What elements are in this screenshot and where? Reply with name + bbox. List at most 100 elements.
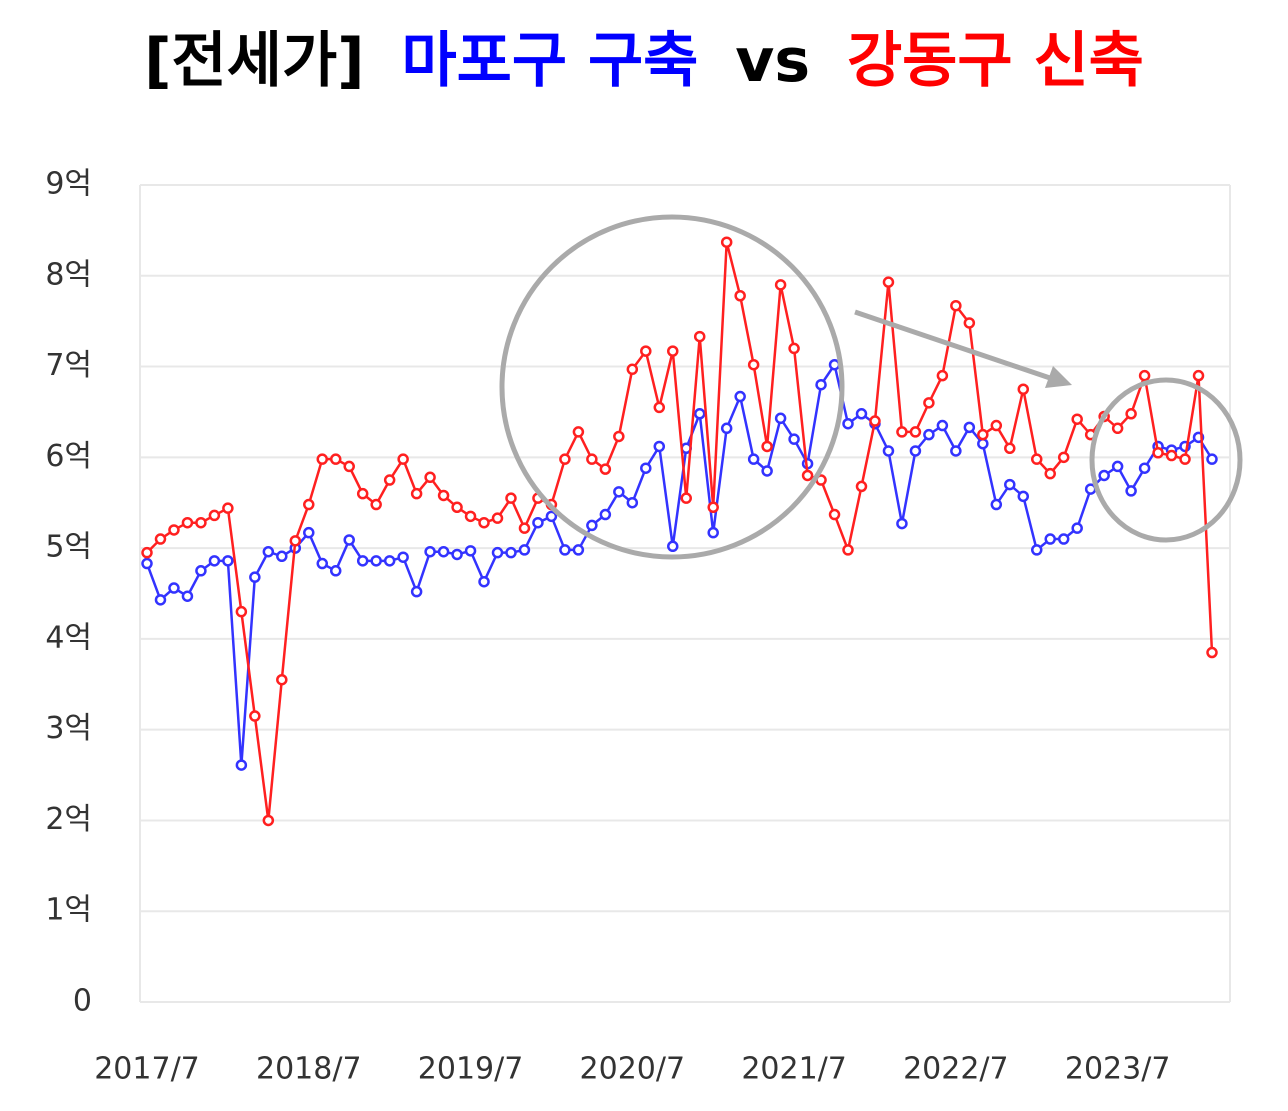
point xyxy=(693,408,706,420)
point xyxy=(667,345,679,357)
point xyxy=(383,555,396,567)
point xyxy=(855,480,868,493)
point xyxy=(181,516,194,529)
point xyxy=(478,575,490,588)
chart-title: [전세가] 마포구 구축 vs 강동구 신축 xyxy=(144,26,1144,96)
y-tick-label: 1억 xyxy=(45,893,92,928)
point xyxy=(141,557,153,570)
point xyxy=(734,390,746,403)
point xyxy=(464,510,477,523)
point xyxy=(181,590,194,602)
y-tick-label: 4억 xyxy=(45,620,92,655)
point xyxy=(262,814,275,827)
y-tick-label: 9억 xyxy=(45,167,92,202)
point xyxy=(1017,490,1030,503)
point xyxy=(680,492,692,504)
point xyxy=(1071,522,1083,534)
point xyxy=(141,546,153,559)
point xyxy=(720,422,733,435)
point xyxy=(1179,453,1191,465)
plot xyxy=(141,236,1218,827)
y-tick-label: 8억 xyxy=(45,257,92,292)
point xyxy=(1206,646,1218,659)
point xyxy=(909,445,922,457)
point xyxy=(370,498,382,511)
y-tick-label: 0 xyxy=(73,984,92,1019)
point xyxy=(936,369,949,382)
point xyxy=(734,289,746,302)
title-series: 마포구 구축 xyxy=(401,26,698,96)
point xyxy=(559,544,571,556)
point xyxy=(774,279,787,291)
point xyxy=(1125,485,1137,497)
point xyxy=(869,415,881,427)
point xyxy=(491,546,504,559)
point xyxy=(195,516,207,529)
point xyxy=(545,510,558,523)
point xyxy=(343,534,355,546)
point xyxy=(788,342,800,355)
point xyxy=(626,363,639,376)
point xyxy=(1044,467,1056,480)
point xyxy=(828,508,841,521)
point xyxy=(168,524,180,536)
point xyxy=(653,401,666,414)
point xyxy=(329,565,342,577)
point xyxy=(262,545,275,558)
point xyxy=(923,428,935,441)
point xyxy=(801,469,814,482)
point xyxy=(1098,469,1110,482)
point xyxy=(1111,422,1124,435)
point xyxy=(599,508,612,521)
point xyxy=(249,571,261,583)
point xyxy=(1111,460,1124,473)
x-tick-label: 2018/7 xyxy=(256,1052,362,1087)
point xyxy=(518,544,531,556)
x-tick-label: 2023/7 xyxy=(1065,1052,1171,1087)
y-tick-label: 6억 xyxy=(45,439,92,474)
point xyxy=(154,594,167,606)
point xyxy=(235,759,248,771)
point xyxy=(613,486,625,498)
point xyxy=(1057,533,1070,545)
point xyxy=(276,550,288,563)
point xyxy=(505,546,517,559)
point xyxy=(842,417,854,430)
point xyxy=(572,544,585,556)
x-tick-label: 2021/7 xyxy=(741,1052,847,1087)
point xyxy=(1152,447,1164,459)
point xyxy=(1030,544,1043,556)
point xyxy=(1030,453,1043,465)
point xyxy=(491,512,504,524)
point xyxy=(1017,383,1030,395)
point xyxy=(1125,408,1137,420)
point xyxy=(990,498,1003,511)
point xyxy=(613,430,625,443)
point xyxy=(815,378,827,391)
point xyxy=(653,440,666,453)
point xyxy=(599,463,612,475)
point xyxy=(1192,369,1205,382)
point xyxy=(1004,442,1016,455)
point xyxy=(761,465,773,477)
point xyxy=(424,545,436,558)
point xyxy=(1071,413,1083,425)
point xyxy=(249,710,261,722)
point xyxy=(276,673,288,686)
point xyxy=(1138,462,1151,474)
point xyxy=(707,501,719,514)
point xyxy=(356,555,369,567)
point xyxy=(303,526,315,539)
point xyxy=(397,453,409,465)
title-series: 강동구 신축 xyxy=(847,26,1144,96)
point xyxy=(397,551,409,563)
point xyxy=(626,496,639,509)
point xyxy=(572,426,585,438)
point xyxy=(842,544,854,556)
point xyxy=(154,533,167,545)
point xyxy=(963,317,976,329)
x-tick-label: 2017/7 xyxy=(94,1052,200,1087)
point xyxy=(950,299,962,312)
point xyxy=(518,522,531,534)
